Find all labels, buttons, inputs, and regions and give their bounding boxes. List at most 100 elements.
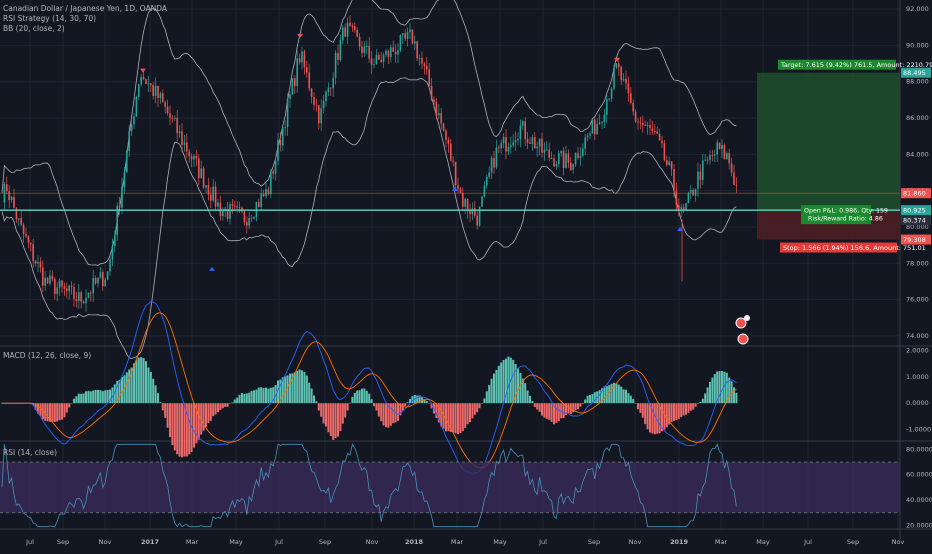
candle-body [56, 287, 58, 295]
macd-bar [389, 403, 392, 426]
macd-bar [541, 403, 543, 416]
candle-body [550, 157, 553, 159]
macd-bar [277, 380, 279, 404]
macd-bar [149, 372, 152, 404]
macd-bar [733, 387, 735, 404]
macd-bar [109, 389, 111, 404]
candle-body [18, 218, 20, 220]
macd-bar [627, 393, 630, 404]
candle-body [733, 172, 735, 185]
candle-body [646, 125, 649, 126]
time-axis-label: Jul [25, 538, 34, 546]
candle-body [202, 168, 205, 188]
macd-bar [473, 403, 476, 415]
candle-body [306, 67, 308, 73]
candle-body [500, 143, 502, 149]
macd-bar [406, 402, 409, 404]
macd-bar [565, 403, 567, 416]
candle-body [589, 133, 591, 136]
macd-bar [692, 403, 695, 410]
candle-body [694, 188, 697, 196]
strategy-legend[interactable]: RSI Strategy (14, 30, 70) [3, 14, 97, 23]
candle-body [421, 57, 423, 64]
candle-body [519, 125, 522, 140]
target-price-badge-text: 88.495 [903, 69, 926, 77]
candle-body [493, 157, 495, 168]
macd-bar [694, 403, 697, 407]
candle-body [327, 87, 330, 92]
candle-body [481, 196, 483, 207]
macd-bar [274, 385, 277, 404]
macd-bar [449, 403, 452, 432]
macd-bar [92, 390, 95, 404]
macd-bar [531, 401, 534, 404]
candle-body [476, 215, 478, 226]
candle-body [601, 121, 603, 123]
macd-bar [577, 403, 579, 410]
macd-bar [409, 398, 411, 404]
macd-bar [625, 389, 627, 404]
macd-bar [730, 381, 733, 404]
candle-body [236, 206, 238, 208]
candle-body [406, 32, 409, 39]
macd-bar [411, 396, 414, 404]
macd-bar [581, 403, 584, 405]
macd-bar [97, 389, 99, 404]
candle-body [697, 171, 699, 189]
candle-body [294, 78, 296, 87]
macd-bar [61, 403, 63, 420]
candle-body [582, 148, 584, 157]
macd-legend[interactable]: MACD (12, 26, close, 9) [3, 351, 92, 360]
candle-body [342, 27, 344, 41]
macd-bar [572, 403, 575, 413]
signal-line [2, 312, 737, 469]
candle-body [6, 184, 8, 192]
macd-bar [188, 403, 191, 455]
macd-bar [207, 403, 210, 424]
macd-bar [665, 403, 668, 428]
macd-bar [315, 401, 318, 404]
macd-bar [646, 403, 649, 430]
target-label-box [778, 59, 896, 70]
macd-bar [536, 403, 539, 410]
candle-body [625, 78, 627, 84]
candle-body [505, 137, 507, 152]
candle-body [39, 262, 42, 268]
bb-legend[interactable]: BB (20, close, 2) [3, 24, 65, 33]
candle-body [303, 51, 306, 68]
candle-body [512, 142, 514, 146]
macd-bar [512, 359, 515, 404]
candle-body [337, 53, 339, 61]
macd-bar [615, 383, 618, 404]
candle-body [615, 63, 618, 68]
candle-body [642, 122, 644, 126]
rsi-legend[interactable]: RSI (14, close) [3, 448, 58, 457]
macd-bar [574, 403, 577, 411]
macd-bar [238, 394, 241, 404]
time-axis-label: 2019 [670, 538, 689, 546]
macd-bar [255, 389, 258, 404]
candle-body [46, 277, 49, 284]
macd-bar [377, 403, 380, 417]
macd-bar [339, 403, 342, 432]
candle-body [586, 135, 589, 138]
macd-bar [351, 396, 354, 404]
candle-body [270, 171, 272, 195]
macd-bar [526, 390, 529, 404]
macd-bar [632, 399, 635, 404]
candle-body [222, 210, 224, 217]
macd-bar [656, 403, 659, 434]
macd-bar [169, 403, 171, 438]
macd-bar [176, 403, 179, 455]
candle-body [114, 235, 116, 246]
time-axis-label: Sep [319, 538, 331, 546]
macd-bar [123, 375, 126, 404]
candle-body [169, 113, 171, 118]
time-axis-label: Sep [57, 538, 69, 546]
candle-body [680, 207, 682, 209]
pnl-label: Open P&L: 0.986, Qty: 159 [804, 208, 888, 215]
time-axis-label: Jul [274, 538, 283, 546]
candle-body [142, 76, 145, 80]
